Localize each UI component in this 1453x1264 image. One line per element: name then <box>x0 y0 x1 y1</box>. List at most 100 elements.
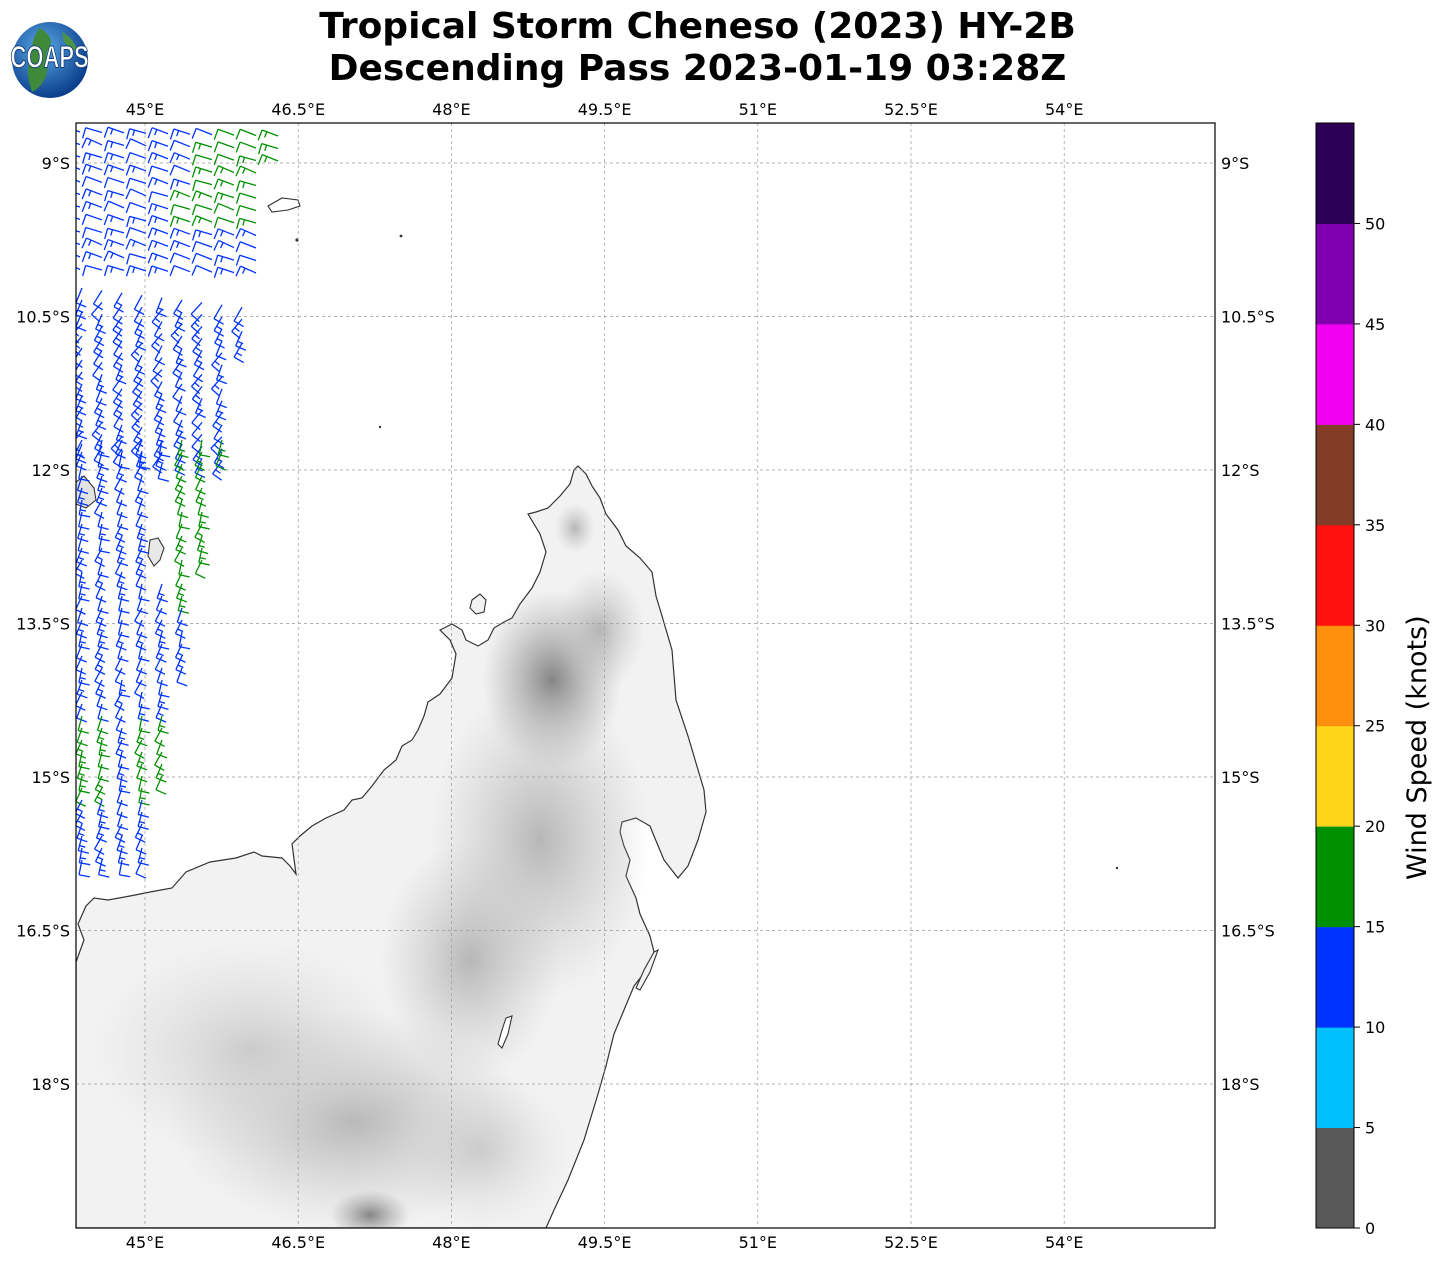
wind-barb <box>235 227 257 239</box>
colorbar-bin <box>1316 725 1354 827</box>
wind-barb <box>191 240 213 253</box>
wind-barb <box>169 139 191 151</box>
wind-barb <box>97 703 109 723</box>
colorbar-tick-label: 30 <box>1365 616 1385 635</box>
wind-barb <box>236 180 257 192</box>
wind-barb <box>257 154 279 166</box>
wind-barb <box>96 691 108 711</box>
wind-barb <box>191 229 213 241</box>
wind-barb <box>97 451 109 470</box>
wind-barb <box>190 313 203 335</box>
wind-barb <box>117 811 129 831</box>
wind-barb <box>114 475 125 496</box>
lat-tick-label-left: 16.5°S <box>16 922 70 941</box>
islet-1 <box>295 238 299 242</box>
wind-barb <box>76 179 81 183</box>
wind-barb <box>95 410 107 431</box>
colorbar-bin <box>1316 826 1354 928</box>
wind-barb <box>137 799 150 818</box>
wind-barb <box>215 451 227 471</box>
lon-tick-label-top: 48°E <box>432 100 470 119</box>
wind-barb <box>257 142 279 155</box>
wind-barb <box>117 643 129 663</box>
wind-barb <box>76 287 87 308</box>
wind-barb <box>125 177 147 190</box>
wind-barb <box>192 179 213 192</box>
colorbar-bin <box>1316 926 1354 1028</box>
wind-barb <box>125 238 147 250</box>
wind-barb <box>197 499 209 518</box>
wind-barb <box>93 835 105 856</box>
wind-barb <box>112 304 123 325</box>
wind-barb <box>103 176 125 189</box>
colorbar-tick-label: 35 <box>1365 516 1385 535</box>
wind-barb <box>81 237 103 249</box>
wind-barb <box>236 155 257 167</box>
wind-barb <box>213 165 235 177</box>
wind-barb <box>191 166 213 178</box>
wind-barb <box>78 511 90 530</box>
wind-barb <box>96 619 108 639</box>
wind-barb <box>155 393 167 414</box>
wind-barb <box>82 264 103 277</box>
aldabra-island <box>267 197 301 213</box>
wind-barb <box>78 859 90 878</box>
wind-barb <box>115 364 127 385</box>
wind-barb <box>235 205 257 217</box>
wind-barb <box>191 252 213 264</box>
wind-barb <box>175 583 188 603</box>
wind-barb <box>147 165 169 177</box>
wind-barb <box>81 226 103 239</box>
colorbar-tick-label: 20 <box>1365 817 1385 836</box>
wind-barb <box>147 202 169 215</box>
sainte-marie-island <box>635 948 659 991</box>
wind-barb <box>130 342 143 363</box>
wind-barb <box>175 535 187 555</box>
wind-barb <box>147 252 169 264</box>
wind-barb <box>175 419 187 440</box>
colorbar-label: Wind Speed (knots) <box>1402 615 1433 880</box>
wind-barb <box>154 619 166 639</box>
lon-tick-label-bottom: 49.5°E <box>578 1233 632 1252</box>
colorbar-bin <box>1316 424 1354 526</box>
wind-barb <box>213 424 224 445</box>
lat-tick-label-right: 9°S <box>1221 154 1249 173</box>
wind-barb <box>125 151 147 164</box>
wind-barb <box>136 523 149 543</box>
wind-barb <box>76 311 87 332</box>
wind-barb <box>147 127 169 139</box>
wind-barb <box>212 460 223 481</box>
wind-barb <box>113 400 124 421</box>
wind-barb <box>153 321 165 342</box>
wind-barb <box>134 607 145 628</box>
wind-barb <box>194 559 206 579</box>
lon-tick-label-bottom: 48°E <box>432 1233 470 1252</box>
colorbar-tick-label: 0 <box>1365 1219 1375 1238</box>
wind-barb <box>210 376 223 397</box>
wind-barb <box>126 253 147 265</box>
wind-barb <box>77 535 89 554</box>
wind-barb <box>191 190 213 202</box>
wind-barb <box>117 607 130 626</box>
wind-barb <box>175 347 187 368</box>
wind-barb <box>155 775 167 795</box>
lat-tick-label-right: 15°S <box>1221 768 1260 787</box>
wind-barb <box>191 127 213 139</box>
lat-tick-label-right: 16.5°S <box>1221 922 1275 941</box>
wind-barb <box>94 547 105 567</box>
wind-barb <box>169 265 191 277</box>
wind-barb <box>174 371 186 392</box>
lon-tick-label-bottom: 52.5°E <box>884 1233 938 1252</box>
wind-barb <box>113 412 124 433</box>
wind-barb <box>95 314 107 335</box>
wind-barb <box>147 265 169 277</box>
wind-barb <box>94 787 105 808</box>
wind-barb <box>169 239 191 251</box>
wind-barb <box>96 727 108 747</box>
wind-barb <box>196 535 209 555</box>
wind-barb <box>212 412 223 433</box>
colorbar-bin <box>1316 625 1354 727</box>
wind-barb <box>169 178 191 190</box>
wind-barb <box>76 205 81 208</box>
